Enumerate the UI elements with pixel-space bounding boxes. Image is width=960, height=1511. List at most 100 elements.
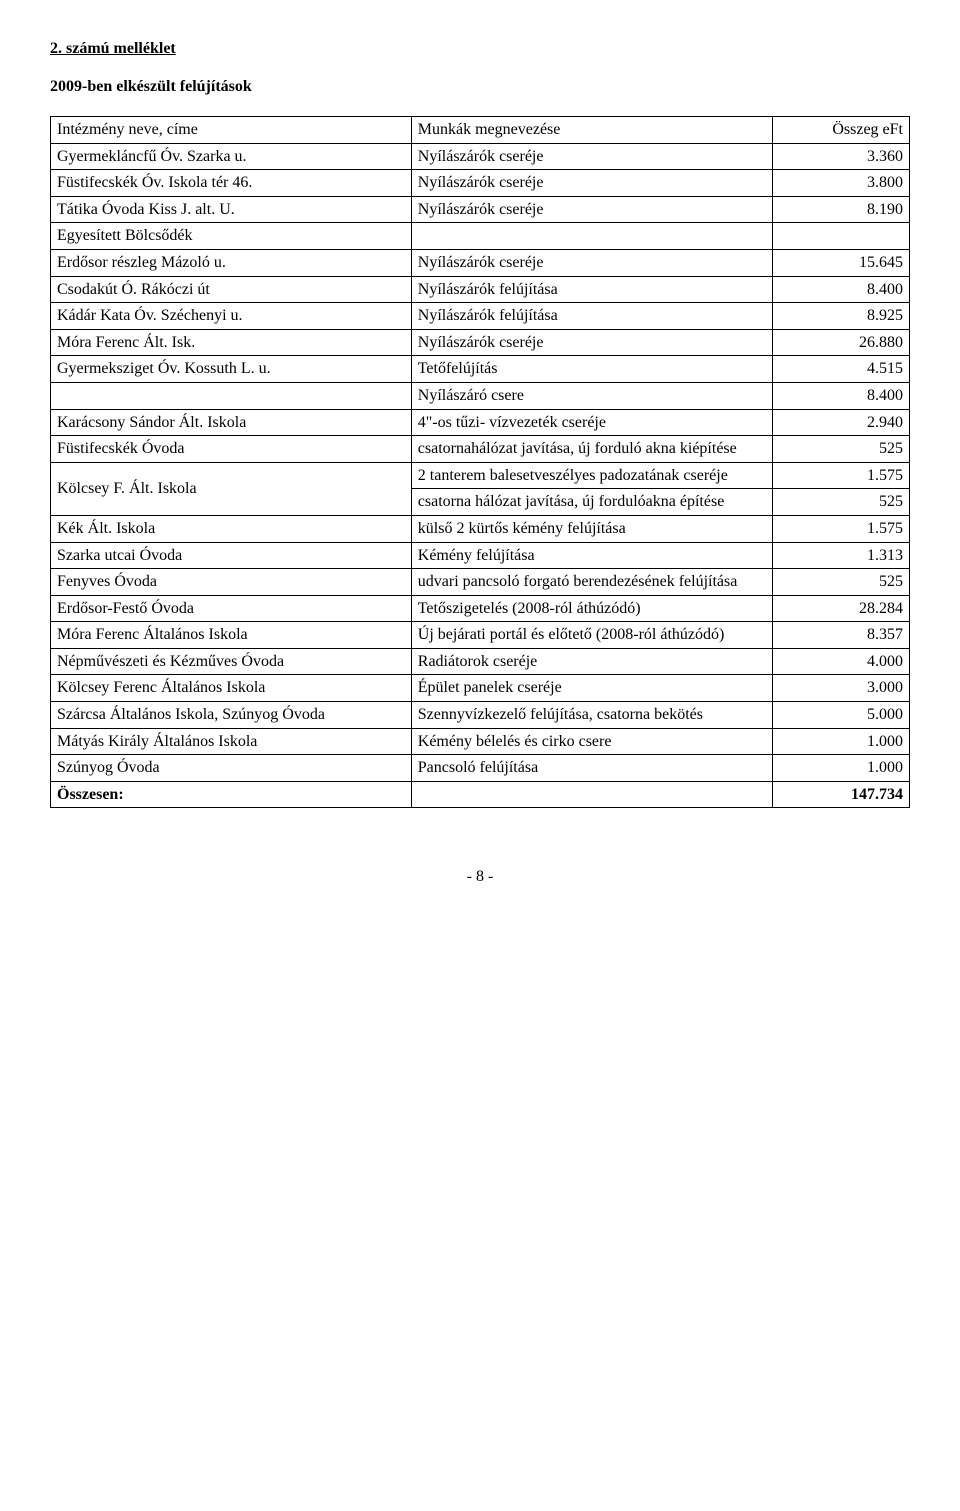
table-row: Füstifecskék Óv. Iskola tér 46.Nyílászár… [51,170,910,197]
cell-work: Nyílászárók cseréje [411,143,772,170]
table-row: Intézmény neve, címeMunkák megnevezéseÖs… [51,117,910,144]
table-row: Móra Ferenc Általános IskolaÚj bejárati … [51,622,910,649]
cell-work: 2 tanterem balesetveszélyes padozatának … [411,462,772,489]
cell-work: Pancsoló felújítása [411,755,772,782]
cell-institution: Gyermekláncfű Óv. Szarka u. [51,143,412,170]
table-row: Karácsony Sándor Ált. Iskola4"-os tűzi- … [51,409,910,436]
cell-institution [51,382,412,409]
cell-amount: 1.575 [772,515,909,542]
cell-institution: Móra Ferenc Általános Iskola [51,622,412,649]
cell-work: Nyílászárók cseréje [411,170,772,197]
cell-amount: 2.940 [772,409,909,436]
table-row: Csodakút Ó. Rákóczi útNyílászárók felújí… [51,276,910,303]
table-row: Kék Ált. Iskolakülső 2 kürtős kémény fel… [51,515,910,542]
table-row: Gyermeksziget Óv. Kossuth L. u.Tetőfelúj… [51,356,910,383]
cell-institution: Erdősor-Festő Óvoda [51,595,412,622]
cell-amount: 8.357 [772,622,909,649]
cell-institution: Móra Ferenc Ált. Isk. [51,329,412,356]
cell-amount: 525 [772,569,909,596]
table-row: Tátika Óvoda Kiss J. alt. U.Nyílászárók … [51,196,910,223]
cell-amount: Összeg eFt [772,117,909,144]
cell-institution: Füstifecskék Óvoda [51,436,412,463]
cell-institution: Kölcsey F. Ált. Iskola [51,462,412,515]
cell-work: csatornahálózat javítása, új forduló akn… [411,436,772,463]
table-row: Mátyás Király Általános IskolaKémény bél… [51,728,910,755]
cell-institution: Szarka utcai Óvoda [51,542,412,569]
cell-work: Tetőszigetelés (2008-ról áthúzódó) [411,595,772,622]
cell-work: Épület panelek cseréje [411,675,772,702]
cell-institution: Összesen: [51,781,412,808]
cell-institution: Csodakút Ó. Rákóczi út [51,276,412,303]
cell-amount: 4.515 [772,356,909,383]
cell-work [411,781,772,808]
cell-work: Nyílászáró csere [411,382,772,409]
cell-work [411,223,772,250]
cell-work: Nyílászárók felújítása [411,276,772,303]
table-row: Kölcsey F. Ált. Iskola2 tanterem baleset… [51,462,910,489]
cell-institution: Egyesített Bölcsődék [51,223,412,250]
cell-amount: 8.400 [772,276,909,303]
table-row: Kádár Kata Óv. Széchenyi u.Nyílászárók f… [51,303,910,330]
table-row: Egyesített Bölcsődék [51,223,910,250]
cell-institution: Kék Ált. Iskola [51,515,412,542]
cell-institution: Mátyás Király Általános Iskola [51,728,412,755]
table-row: Gyermekláncfű Óv. Szarka u.Nyílászárók c… [51,143,910,170]
cell-work: külső 2 kürtős kémény felújítása [411,515,772,542]
cell-amount: 8.400 [772,382,909,409]
cell-amount: 3.800 [772,170,909,197]
cell-work: Nyílászárók felújítása [411,303,772,330]
cell-amount [772,223,909,250]
cell-institution: Füstifecskék Óv. Iskola tér 46. [51,170,412,197]
renovations-table: Intézmény neve, címeMunkák megnevezéseÖs… [50,116,910,808]
cell-institution: Fenyves Óvoda [51,569,412,596]
cell-amount: 15.645 [772,249,909,276]
cell-amount: 28.284 [772,595,909,622]
cell-amount: 525 [772,436,909,463]
cell-institution: Szárcsa Általános Iskola, Szúnyog Óvoda [51,702,412,729]
cell-amount: 147.734 [772,781,909,808]
cell-work: csatorna hálózat javítása, új fordulóakn… [411,489,772,516]
cell-institution: Karácsony Sándor Ált. Iskola [51,409,412,436]
cell-amount: 4.000 [772,648,909,675]
cell-institution: Népművészeti és Kézműves Óvoda [51,648,412,675]
cell-work: Nyílászárók cseréje [411,249,772,276]
table-row: Szúnyog ÓvodaPancsoló felújítása1.000 [51,755,910,782]
cell-amount: 26.880 [772,329,909,356]
cell-institution: Tátika Óvoda Kiss J. alt. U. [51,196,412,223]
cell-amount: 8.925 [772,303,909,330]
cell-work: Nyílászárók cseréje [411,329,772,356]
page-number: - 8 - [50,868,910,886]
cell-amount: 1.000 [772,755,909,782]
cell-work: udvari pancsoló forgató berendezésének f… [411,569,772,596]
cell-institution: Intézmény neve, címe [51,117,412,144]
cell-work: Új bejárati portál és előtető (2008-ról … [411,622,772,649]
cell-institution: Kölcsey Ferenc Általános Iskola [51,675,412,702]
cell-work: Radiátorok cseréje [411,648,772,675]
cell-amount: 3.000 [772,675,909,702]
cell-work: Szennyvízkezelő felújítása, csatorna bek… [411,702,772,729]
cell-amount: 1.000 [772,728,909,755]
table-row: Erdősor részleg Mázoló u.Nyílászárók cse… [51,249,910,276]
cell-work: Nyílászárók cseréje [411,196,772,223]
table-row: Fenyves Óvodaudvari pancsoló forgató ber… [51,569,910,596]
cell-work: Munkák megnevezése [411,117,772,144]
table-row: Móra Ferenc Ált. Isk.Nyílászárók cseréje… [51,329,910,356]
table-row: Népművészeti és Kézműves ÓvodaRadiátorok… [51,648,910,675]
table-row: Füstifecskék Óvodacsatornahálózat javítá… [51,436,910,463]
cell-work: Tetőfelújítás [411,356,772,383]
cell-amount: 1.575 [772,462,909,489]
cell-institution: Gyermeksziget Óv. Kossuth L. u. [51,356,412,383]
cell-institution: Kádár Kata Óv. Széchenyi u. [51,303,412,330]
page-heading-1: 2. számú melléklet [50,40,910,58]
table-row: Szárcsa Általános Iskola, Szúnyog ÓvodaS… [51,702,910,729]
cell-institution: Szúnyog Óvoda [51,755,412,782]
table-row: Összesen: 147.734 [51,781,910,808]
cell-institution: Erdősor részleg Mázoló u. [51,249,412,276]
table-row: Erdősor-Festő ÓvodaTetőszigetelés (2008-… [51,595,910,622]
table-row: Nyílászáró csere8.400 [51,382,910,409]
cell-amount: 525 [772,489,909,516]
cell-work: Kémény felújítása [411,542,772,569]
cell-amount: 5.000 [772,702,909,729]
cell-work: 4"-os tűzi- vízvezeték cseréje [411,409,772,436]
table-row: Kölcsey Ferenc Általános IskolaÉpület pa… [51,675,910,702]
